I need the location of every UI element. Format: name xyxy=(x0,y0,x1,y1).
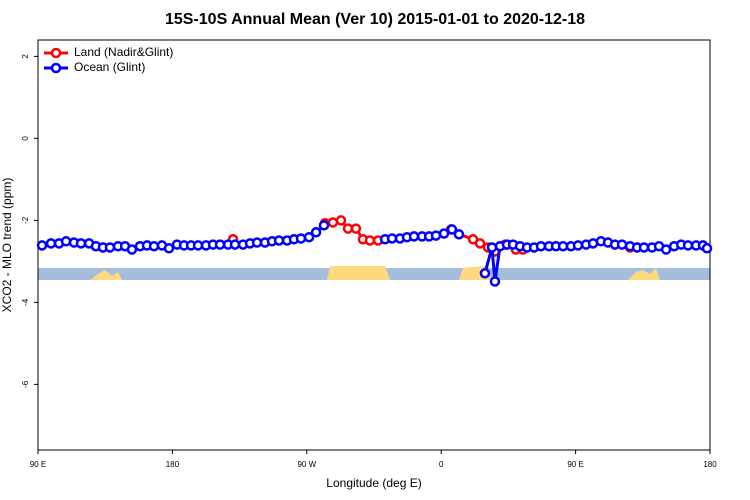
x-tick-label: 90 W xyxy=(297,460,316,469)
data-point xyxy=(489,276,501,287)
data-point xyxy=(163,243,175,254)
y-tick-label: 0 xyxy=(21,136,30,141)
data-point xyxy=(327,217,339,228)
data-point xyxy=(75,238,87,249)
legend-label: Land (Nadir&Glint) xyxy=(74,45,173,59)
data-point xyxy=(229,239,241,250)
x-tick-label: 180 xyxy=(166,460,180,469)
x-tick-label: 90 E xyxy=(30,460,46,469)
legend-marker xyxy=(50,47,62,59)
y-axis-label: XCO2 - MLO trend (ppm) xyxy=(0,178,14,313)
legend-label: Ocean (Glint) xyxy=(74,60,145,74)
legend-marker xyxy=(50,62,62,74)
data-point xyxy=(408,231,420,242)
data-point xyxy=(104,242,116,253)
data-point xyxy=(303,231,315,243)
data-point xyxy=(364,235,376,246)
data-point xyxy=(572,240,584,251)
x-tick-label: 0 xyxy=(439,460,444,469)
data-point xyxy=(479,268,491,279)
land-patch xyxy=(628,268,660,280)
data-point xyxy=(350,223,362,234)
data-point xyxy=(60,236,72,247)
data-point xyxy=(486,242,498,253)
y-tick-label: -6 xyxy=(21,380,30,388)
y-tick-label: 2 xyxy=(21,54,30,59)
data-point xyxy=(310,227,322,238)
land-patch xyxy=(90,270,122,280)
data-point xyxy=(616,239,628,250)
data-point xyxy=(273,235,285,246)
data-point xyxy=(126,244,138,255)
data-point xyxy=(660,244,672,255)
data-point xyxy=(36,240,48,251)
y-tick-label: -4 xyxy=(21,298,30,306)
data-point xyxy=(45,238,57,249)
data-point xyxy=(438,228,450,239)
data-point xyxy=(214,239,226,250)
y-tick-label: -2 xyxy=(21,216,30,224)
data-point xyxy=(535,240,547,252)
chart-title: 15S-10S Annual Mean (Ver 10) 2015-01-01 … xyxy=(165,11,585,28)
data-point xyxy=(474,238,486,249)
x-tick-label: 90 E xyxy=(567,460,583,469)
x-tick-label: 180 xyxy=(703,460,717,469)
x-axis-label: Longitude (deg E) xyxy=(326,476,421,490)
data-point xyxy=(295,233,307,244)
data-point xyxy=(446,224,458,235)
data-point xyxy=(335,215,347,226)
data-point xyxy=(430,230,442,241)
data-point xyxy=(682,240,694,251)
data-point xyxy=(638,242,650,253)
data-point xyxy=(701,243,713,254)
data-point xyxy=(318,220,330,231)
land-patch xyxy=(327,266,390,280)
data-point xyxy=(453,229,465,240)
